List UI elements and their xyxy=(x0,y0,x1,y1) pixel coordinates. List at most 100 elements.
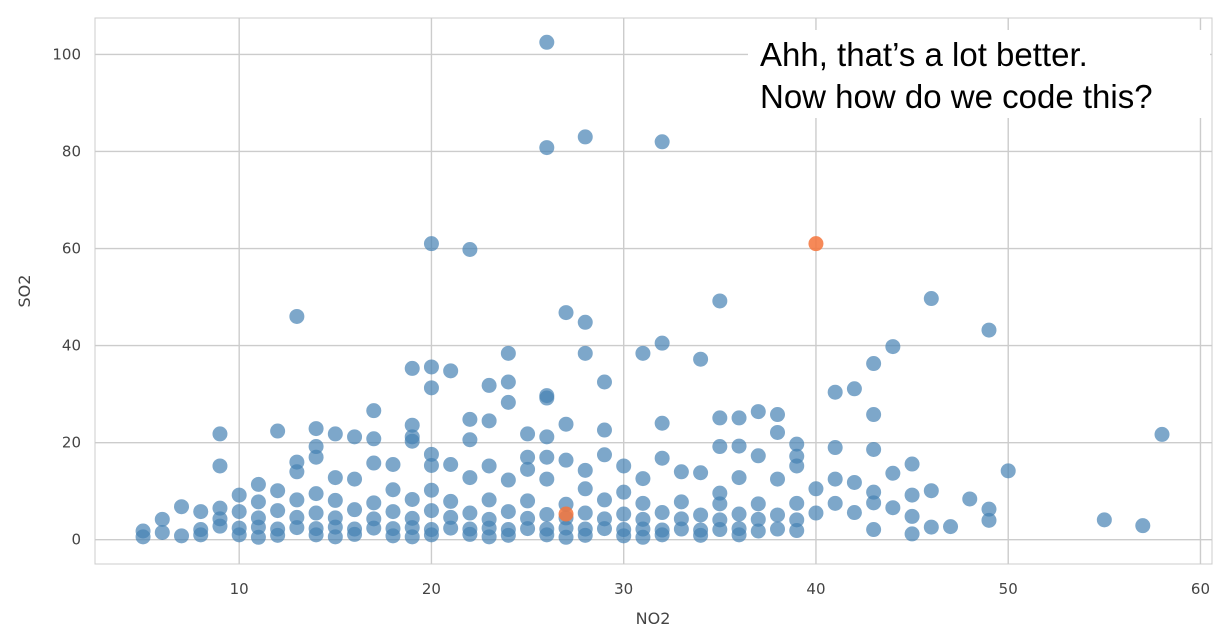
data-point xyxy=(289,464,305,480)
data-point xyxy=(808,505,824,521)
data-point xyxy=(500,527,516,543)
data-point xyxy=(577,527,593,543)
data-point xyxy=(270,483,286,499)
data-point xyxy=(827,384,843,400)
data-point xyxy=(385,482,401,498)
data-point xyxy=(135,529,151,545)
data-point xyxy=(731,506,747,522)
data-point xyxy=(308,486,324,502)
data-point xyxy=(904,456,920,472)
data-point xyxy=(539,506,555,522)
data-point xyxy=(500,374,516,390)
data-point xyxy=(558,529,574,545)
x-tick-label: 10 xyxy=(230,580,249,598)
data-point xyxy=(712,485,728,501)
data-point xyxy=(1135,518,1151,534)
data-point xyxy=(366,455,382,471)
data-point xyxy=(423,457,439,473)
data-point xyxy=(174,499,190,515)
data-point xyxy=(289,520,305,536)
x-tick-label: 40 xyxy=(806,580,825,598)
data-point xyxy=(481,492,497,508)
data-point xyxy=(520,449,536,465)
data-point xyxy=(539,471,555,487)
data-point xyxy=(827,471,843,487)
data-point xyxy=(635,529,651,545)
data-point xyxy=(712,496,728,512)
data-point xyxy=(673,494,689,510)
data-point xyxy=(385,504,401,520)
data-point xyxy=(270,503,286,519)
data-point xyxy=(693,507,709,523)
data-point xyxy=(577,462,593,478)
data-point xyxy=(846,505,862,521)
y-axis-label: SO2 xyxy=(15,275,34,308)
data-point xyxy=(981,322,997,338)
data-point xyxy=(654,134,670,150)
data-point xyxy=(443,493,459,509)
data-point xyxy=(866,441,882,457)
data-point xyxy=(596,492,612,508)
data-point xyxy=(481,413,497,429)
data-point xyxy=(443,520,459,536)
data-point xyxy=(750,448,766,464)
data-point xyxy=(308,505,324,521)
data-point xyxy=(366,403,382,419)
annotation-line-2: Now how do we code this? xyxy=(760,78,1153,115)
data-point xyxy=(770,507,786,523)
data-point xyxy=(385,457,401,473)
y-tick-label: 0 xyxy=(71,531,81,549)
data-point xyxy=(981,501,997,517)
data-point xyxy=(270,423,286,439)
data-point xyxy=(635,471,651,487)
data-point xyxy=(577,481,593,497)
data-point xyxy=(866,484,882,500)
data-point xyxy=(616,506,632,522)
data-point xyxy=(423,380,439,396)
data-point xyxy=(789,523,805,539)
data-point xyxy=(731,438,747,454)
data-point xyxy=(866,356,882,372)
data-point xyxy=(481,377,497,393)
data-point xyxy=(770,407,786,423)
data-point xyxy=(539,390,555,406)
data-point xyxy=(693,527,709,543)
data-point xyxy=(289,308,305,324)
data-point xyxy=(750,523,766,539)
data-point xyxy=(404,360,420,376)
x-tick-label: 50 xyxy=(999,580,1018,598)
data-point xyxy=(712,439,728,455)
data-point xyxy=(308,527,324,543)
data-point xyxy=(789,458,805,474)
data-point xyxy=(558,305,574,321)
data-point xyxy=(327,426,343,442)
data-point xyxy=(616,528,632,544)
data-point xyxy=(558,452,574,468)
data-point xyxy=(539,449,555,465)
data-point xyxy=(827,495,843,511)
data-point xyxy=(962,491,978,507)
data-point xyxy=(1154,426,1170,442)
data-points xyxy=(135,34,1170,545)
data-point xyxy=(558,416,574,432)
data-point xyxy=(212,458,228,474)
data-point xyxy=(596,521,612,537)
data-point xyxy=(693,465,709,481)
annotation-box: Ahh, that’s a lot better. Now how do we … xyxy=(748,30,1210,118)
data-point xyxy=(654,335,670,351)
data-point xyxy=(308,449,324,465)
data-point xyxy=(423,446,439,462)
data-point xyxy=(347,502,363,518)
y-tick-label: 40 xyxy=(62,337,81,355)
data-point xyxy=(654,527,670,543)
data-point xyxy=(154,511,170,527)
data-point xyxy=(366,520,382,536)
data-point xyxy=(539,527,555,543)
data-point xyxy=(385,528,401,544)
data-point xyxy=(712,522,728,538)
data-point xyxy=(596,374,612,390)
data-point xyxy=(423,359,439,375)
data-point xyxy=(154,524,170,540)
data-point xyxy=(539,140,555,156)
